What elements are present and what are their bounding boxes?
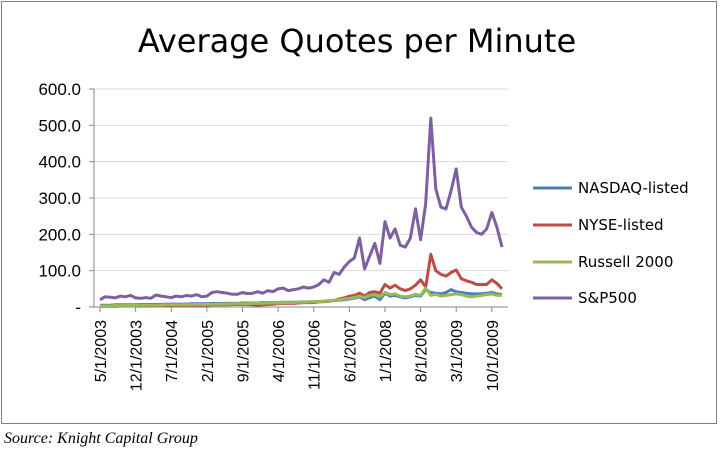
y-axis: - 100.0 200.0 300.0 400.0 500.0 600.0 <box>38 80 95 317</box>
series-lines <box>99 116 504 308</box>
legend-label: NYSE-listed <box>578 216 664 234</box>
legend-label: NASDAQ-listed <box>578 179 689 197</box>
x-tick-label: 3/1/2009 <box>449 320 466 382</box>
x-tick-label: 8/1/2008 <box>414 320 431 382</box>
x-tick-label: 7/1/2004 <box>164 320 181 382</box>
chart-title: Average Quotes per Minute <box>138 22 576 60</box>
x-tick-label: 10/1/2009 <box>485 320 502 391</box>
legend-label: Russell 2000 <box>578 253 673 271</box>
y-tick-label: 400.0 <box>38 153 81 172</box>
y-tick-label: - <box>75 298 81 317</box>
source-note: Source: Knight Capital Group <box>4 430 198 447</box>
x-tick-label: 2/1/2005 <box>200 320 217 382</box>
grid-lines <box>94 88 508 272</box>
series-line-russell-2000 <box>100 286 502 308</box>
y-tick-label: 100.0 <box>38 262 81 281</box>
x-tick-label: 1/1/2008 <box>378 320 395 382</box>
legend: NASDAQ-listed NYSE-listed Russell 2000 S&P5… <box>533 179 689 307</box>
y-tick-label: 600.0 <box>38 80 81 99</box>
x-tick-label: 11/1/2006 <box>307 320 324 390</box>
x-tick-label: 4/1/2006 <box>271 320 288 382</box>
series-line-nyse-listed <box>100 252 504 308</box>
y-tick-label: 300.0 <box>38 189 81 208</box>
x-tick-label: 6/1/2007 <box>342 320 359 382</box>
x-tick-label: 12/1/2003 <box>129 320 146 391</box>
chart-frame <box>1 1 717 424</box>
x-axis: 5/1/2003 12/1/2003 7/1/2004 2/1/2005 9/1/200… <box>93 306 508 391</box>
x-tick-label: 9/1/2005 <box>235 320 252 382</box>
y-tick-label: 500.0 <box>38 116 81 135</box>
series-line-s-p500 <box>99 116 504 302</box>
legend-label: S&P500 <box>578 289 637 307</box>
y-tick-label: 200.0 <box>38 225 81 244</box>
x-tick-label: 5/1/2003 <box>93 320 110 382</box>
